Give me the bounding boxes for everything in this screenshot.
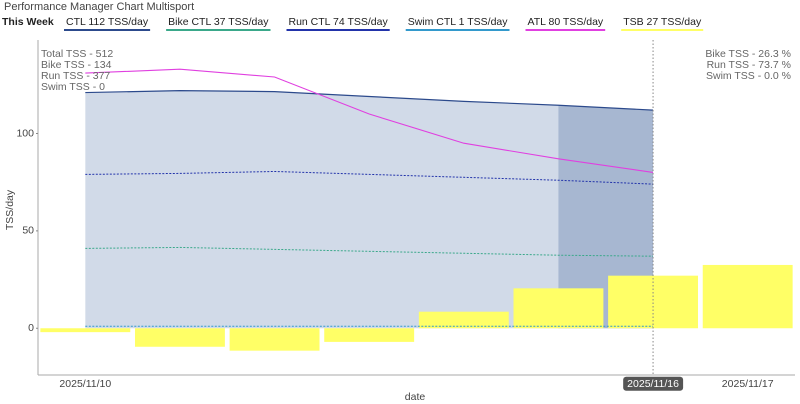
- x-tick-label: 2025/11/17: [722, 378, 774, 390]
- y-axis-label: TSS/day: [4, 189, 16, 230]
- tsb-bar: [40, 328, 131, 333]
- lines: [85, 68, 654, 327]
- tsb-bar: [418, 311, 509, 329]
- plot-front: [37, 40, 795, 376]
- x-tick-label: 2025/11/10: [59, 378, 111, 390]
- tss-summary: Swim TSS - 0: [41, 81, 105, 93]
- tsb-bar: [229, 328, 320, 351]
- legend-entry: Swim CTL 1 TSS/day: [408, 16, 509, 28]
- tsb-bar: [324, 328, 415, 342]
- tss-share: Bike TSS - 26.3 %: [705, 48, 791, 60]
- y-tick-label: 0: [28, 322, 34, 334]
- ctl-sport-line: [85, 170, 654, 185]
- legend-entry: Bike CTL 37 TSS/day: [168, 16, 269, 28]
- legend-entry: Run CTL 74 TSS/day: [289, 16, 389, 28]
- bars: [40, 264, 793, 351]
- legend-entry: TSB 27 TSS/day: [623, 16, 702, 28]
- tss-share: Swim TSS - 0.0 %: [706, 70, 791, 82]
- chart-title: Performance Manager Chart Multisport: [4, 1, 194, 13]
- ctl-area-recent: [558, 105, 654, 329]
- tsb-bar: [513, 288, 604, 329]
- legend-entry: CTL 112 TSS/day: [66, 16, 149, 28]
- legend-entry: ATL 80 TSS/day: [528, 16, 604, 28]
- tss-share: Run TSS - 73.7 %: [707, 59, 791, 71]
- x-tick-label: 2025/11/16: [627, 378, 679, 390]
- tss-summary: Bike TSS - 134: [41, 59, 112, 71]
- tsb-bar: [134, 328, 225, 347]
- ctl-sport-line: [85, 246, 654, 257]
- x-axis-label: date: [405, 391, 426, 403]
- tss-summary: Total TSS - 512: [41, 48, 113, 60]
- y-tick-label: 50: [22, 225, 34, 237]
- ctl-area: [85, 90, 654, 329]
- ctl-line: [85, 90, 654, 111]
- tsb-bar: [608, 275, 699, 329]
- atl-line: [85, 68, 654, 173]
- legend-title: This Week: [2, 16, 54, 28]
- x-tick-highlight: [623, 376, 684, 391]
- plot-back: [85, 90, 654, 329]
- tss-summary: Run TSS - 377: [41, 70, 110, 82]
- y-tick-label: 100: [16, 127, 34, 139]
- tsb-bar: [702, 264, 793, 329]
